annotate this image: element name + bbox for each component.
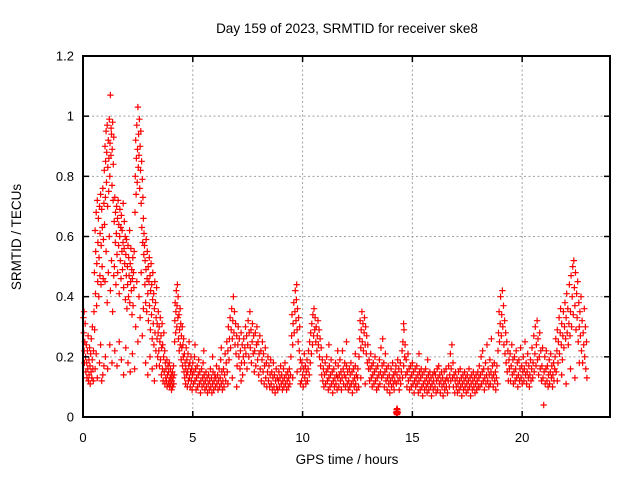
- y-tick-label: 0.4: [56, 289, 74, 304]
- y-tick-label: 1: [67, 109, 74, 124]
- y-tick-label: 0.6: [56, 229, 74, 244]
- y-axis-label: SRMTID / TECUs: [9, 184, 24, 291]
- x-tick-label: 10: [295, 430, 309, 445]
- x-tick-label: 20: [515, 430, 529, 445]
- x-tick-label: 0: [79, 430, 86, 445]
- y-tick-label: 0.8: [56, 169, 74, 184]
- x-tick-label: 5: [189, 430, 196, 445]
- axis-tick-labels: 0 5 10 15 20 0 0.2 0.4 0.6 0.8 1 1.2: [56, 49, 529, 446]
- plot-border: [82, 55, 611, 418]
- y-tick-label: 0.2: [56, 349, 74, 364]
- chart-title: Day 159 of 2023, SRMTID for receiver ske…: [216, 21, 478, 36]
- x-tick-label: 15: [405, 430, 419, 445]
- scatter-plus-markers: [80, 91, 591, 418]
- y-tick-label: 0: [67, 410, 74, 425]
- y-tick-label: 1.2: [56, 49, 74, 64]
- x-axis-label: GPS time / hours: [296, 452, 399, 467]
- grid-lines: [83, 56, 610, 417]
- data-points-series: [80, 91, 591, 418]
